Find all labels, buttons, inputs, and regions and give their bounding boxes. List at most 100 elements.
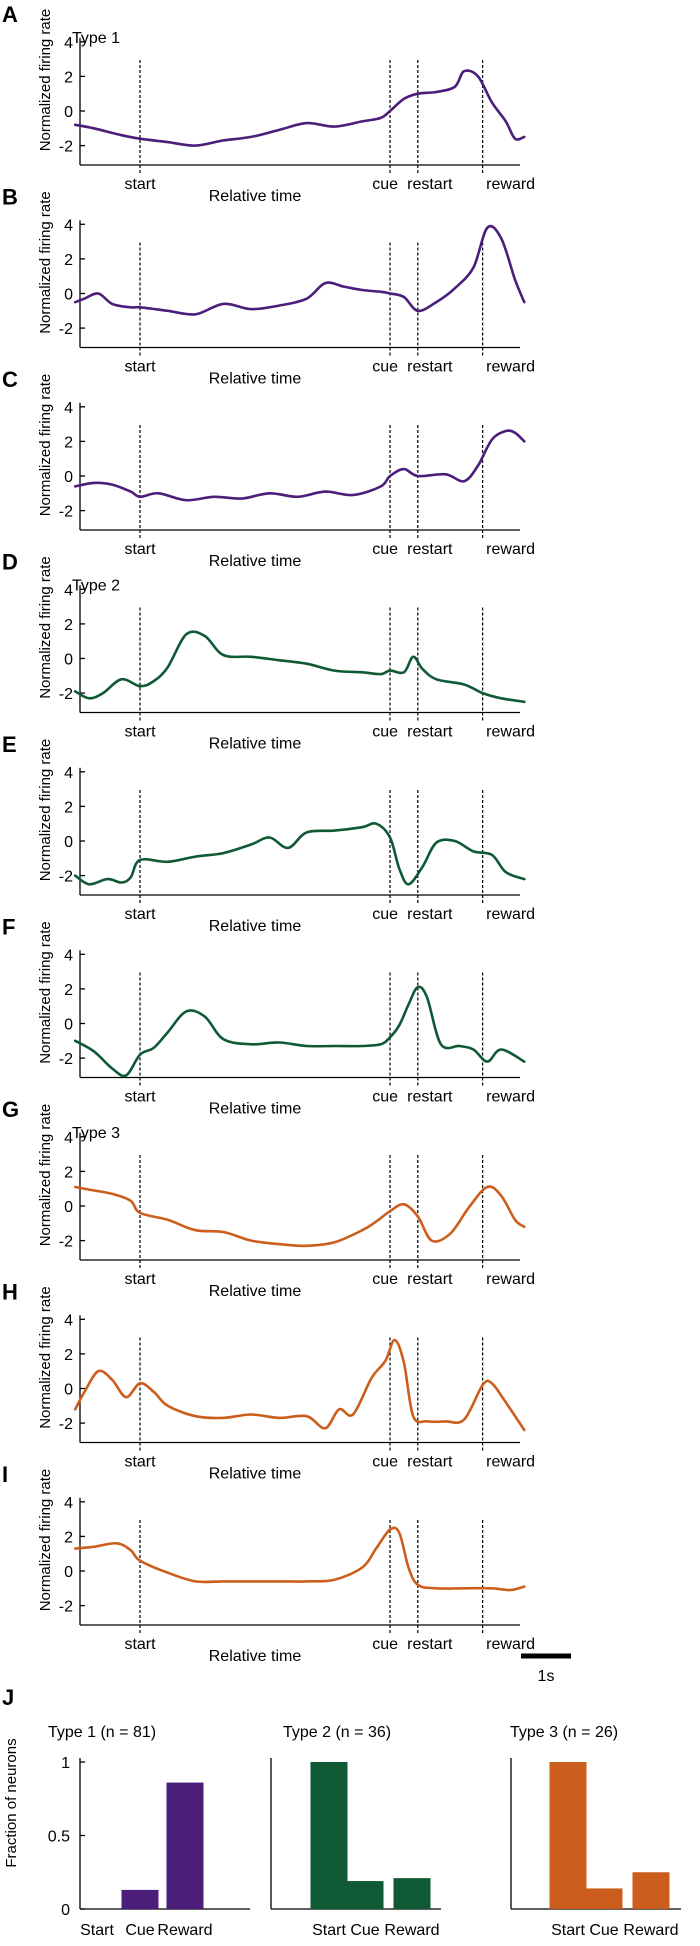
y-tick-label: 0 <box>64 1564 73 1581</box>
y-tick-label: 0 <box>64 1017 73 1034</box>
x-axis-label: Relative time <box>209 553 302 570</box>
y-tick-label: -2 <box>59 1416 73 1433</box>
x-axis-label: Relative time <box>209 188 302 205</box>
panel-label: I <box>2 1462 8 1487</box>
bar-panels: J Fraction of neurons Type 1 (n = 81) 1 0.5 0… <box>2 1685 681 1939</box>
y-tick-label: 1 <box>61 1755 70 1772</box>
category-label: Reward <box>384 1922 439 1939</box>
event-label-restart: restart <box>407 176 453 193</box>
panel-label: F <box>2 915 15 940</box>
y-tick-label: 0 <box>64 1199 73 1216</box>
series-line <box>73 429 526 502</box>
event-label-restart: restart <box>407 359 453 376</box>
y-tick-label: 4 <box>64 1130 73 1147</box>
event-label-reward: reward <box>486 176 535 193</box>
y-tick-label: -2 <box>59 686 73 703</box>
y-axis-label: Normalized firing rate <box>37 1104 54 1247</box>
x-axis-label: Relative time <box>209 918 302 935</box>
bar-reward <box>166 1782 204 1909</box>
y-tick-label: 2 <box>64 1347 73 1364</box>
bar-reward <box>632 1872 670 1909</box>
y-tick-label: 4 <box>64 1312 73 1329</box>
category-label: Reward <box>623 1922 678 1939</box>
y-axis-label: Normalized firing rate <box>37 191 54 334</box>
series-line <box>73 822 526 886</box>
x-axis-label: Relative time <box>209 1466 302 1483</box>
type-label: Type 1 <box>72 30 120 47</box>
y-tick-label: 4 <box>64 765 73 782</box>
event-label-start: start <box>124 724 156 741</box>
bar-chart-2: Type 2 (n = 36) Start Cue Reward <box>270 1724 441 1939</box>
panel-label: B <box>2 185 18 210</box>
event-label-restart: restart <box>407 541 453 558</box>
y-tick-label: 4 <box>64 582 73 599</box>
series-line <box>73 1185 526 1248</box>
event-label-reward: reward <box>486 1089 535 1106</box>
series-line <box>73 224 526 316</box>
series-line <box>73 985 526 1078</box>
bar-chart-3: Type 3 (n = 26) Start Cue Reward <box>510 1724 681 1939</box>
y-tick-label: -2 <box>59 1234 73 1251</box>
y-tick-label: 0 <box>61 1902 70 1919</box>
y-tick-label: 0 <box>64 469 73 486</box>
y-tick-label: -2 <box>59 139 73 156</box>
event-label-reward: reward <box>486 1454 535 1471</box>
panel-g: G Type 34 2 0 -2 Normalized firing rate start c… <box>2 1097 535 1300</box>
event-label-cue: cue <box>372 724 398 741</box>
event-label-cue: cue <box>372 1089 398 1106</box>
panel-label: C <box>2 367 18 392</box>
event-label-cue: cue <box>372 541 398 558</box>
y-tick-label: 2 <box>64 434 73 451</box>
panel-b: B 4 2 0 -2 Normalized firing rate start cue rest… <box>2 185 535 388</box>
category-label: Cue <box>125 1922 154 1939</box>
y-axis-label: Normalized firing rate <box>37 556 54 699</box>
event-label-cue: cue <box>372 359 398 376</box>
event-label-cue: cue <box>372 1454 398 1471</box>
event-label-reward: reward <box>486 1636 535 1653</box>
bar-reward <box>393 1878 431 1909</box>
y-axis-label: Fraction of neurons <box>3 1738 20 1867</box>
x-axis-label: Relative time <box>209 1283 302 1300</box>
y-tick-label: 4 <box>64 1495 73 1512</box>
x-axis-label: Relative time <box>209 371 302 388</box>
event-label-restart: restart <box>407 724 453 741</box>
y-tick-label: 2 <box>64 1529 73 1546</box>
type-label: Type 2 <box>72 578 120 595</box>
y-tick-label: 2 <box>64 69 73 86</box>
event-label-start: start <box>124 1636 156 1653</box>
event-label-start: start <box>124 1454 156 1471</box>
bar-cue <box>585 1888 623 1909</box>
event-label-reward: reward <box>486 541 535 558</box>
series-line <box>73 69 526 147</box>
scale-bar: 1s <box>521 1653 571 1685</box>
bar-chart-title: Type 1 (n = 81) <box>48 1724 156 1741</box>
x-axis-label: Relative time <box>209 1648 302 1665</box>
panel-f: F 4 2 0 -2 Normalized firing rate start cue rest… <box>2 915 535 1118</box>
event-label-start: start <box>124 176 156 193</box>
y-axis-label: Normalized firing rate <box>37 739 54 882</box>
bar-chart-title: Type 3 (n = 26) <box>510 1724 618 1741</box>
panel-label: G <box>2 1097 19 1122</box>
y-tick-label: 0 <box>64 287 73 304</box>
series-line <box>73 1338 526 1432</box>
event-label-reward: reward <box>486 359 535 376</box>
panel-label: H <box>2 1280 18 1305</box>
event-label-restart: restart <box>407 1089 453 1106</box>
y-tick-label: -2 <box>59 321 73 338</box>
bar-chart-1: Type 1 (n = 81) 1 0.5 0 Start Cue Reward <box>48 1724 250 1939</box>
category-label: Reward <box>157 1922 212 1939</box>
event-label-restart: restart <box>407 906 453 923</box>
y-tick-label: 0 <box>64 834 73 851</box>
y-axis-label: Normalized firing rate <box>37 1286 54 1429</box>
event-label-start: start <box>124 1271 156 1288</box>
bar-start <box>549 1762 587 1909</box>
event-label-cue: cue <box>372 1636 398 1653</box>
y-tick-label: 4 <box>64 400 73 417</box>
category-label: Start <box>80 1922 114 1939</box>
y-tick-label: 2 <box>64 617 73 634</box>
event-label-restart: restart <box>407 1271 453 1288</box>
panel-e: E 4 2 0 -2 Normalized firing rate start cue rest… <box>2 732 535 935</box>
event-label-reward: reward <box>486 906 535 923</box>
series-line <box>73 1526 526 1592</box>
